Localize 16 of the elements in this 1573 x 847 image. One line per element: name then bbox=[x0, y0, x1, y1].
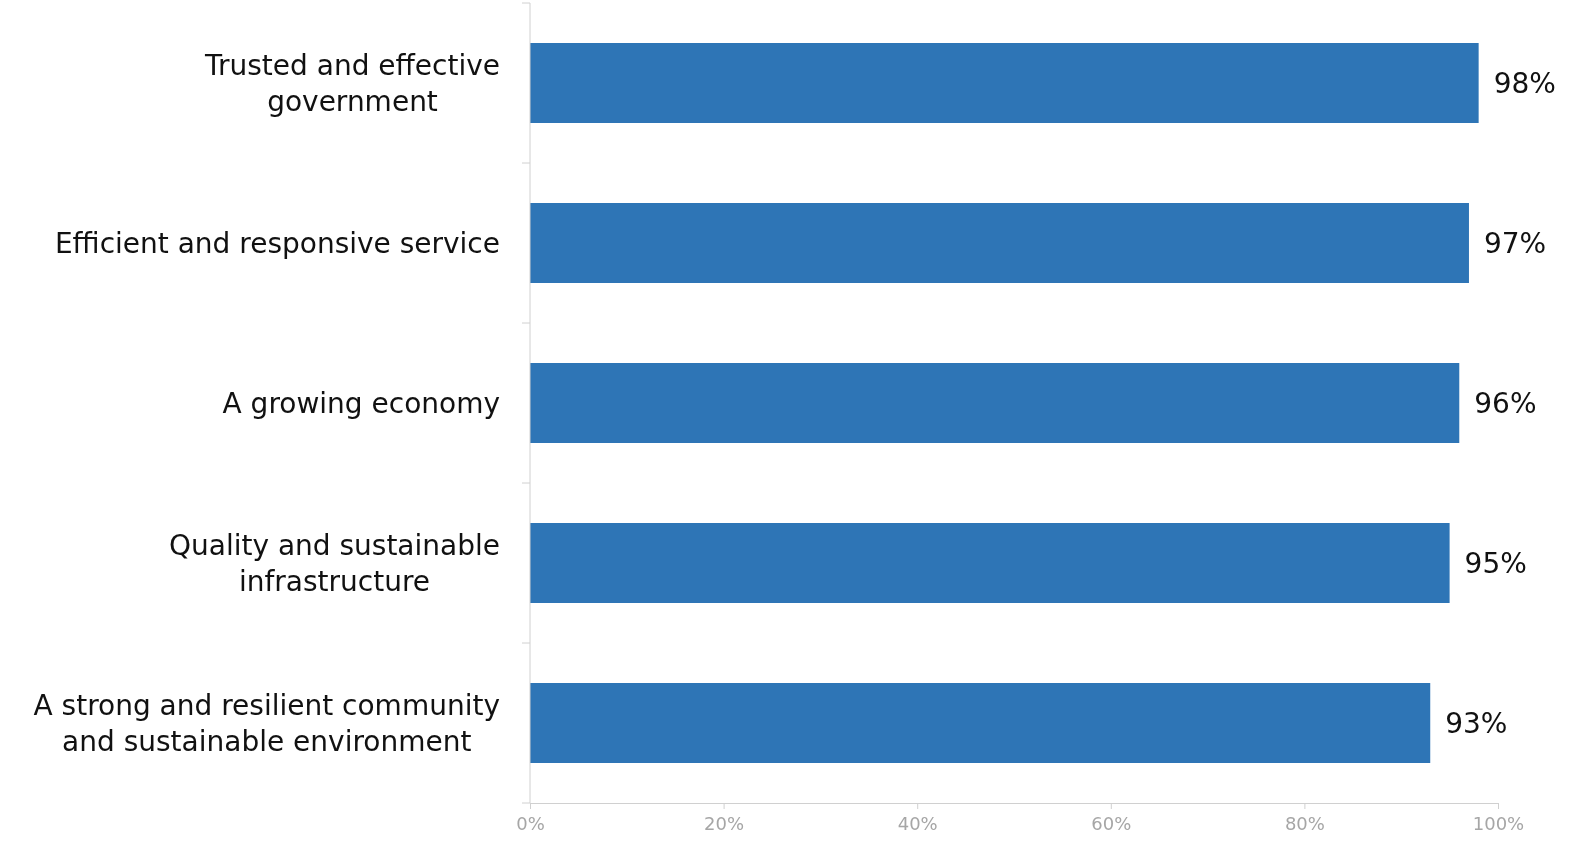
x-tick-label: 60% bbox=[1091, 813, 1132, 834]
x-tick-label: 100% bbox=[1472, 813, 1525, 834]
data-label: 93% bbox=[1445, 706, 1508, 740]
data-label: 97% bbox=[1483, 226, 1547, 260]
data-label: 95% bbox=[1464, 546, 1527, 580]
x-tick-label: 80% bbox=[1284, 813, 1325, 834]
data-label: 98% bbox=[1493, 66, 1556, 100]
x-tick-label: 20% bbox=[704, 813, 745, 834]
y-tick-label: Efficient and responsive service bbox=[54, 226, 500, 260]
y-tick-label: Quality and sustainable infrastructure bbox=[168, 528, 500, 598]
y-tick-label: A strong and resilient community and sustainable environment bbox=[33, 688, 500, 758]
y-tick-label: Trusted and effective government bbox=[204, 48, 500, 118]
x-tick-label: 40% bbox=[897, 813, 938, 834]
x-tick-label: 0% bbox=[516, 813, 545, 834]
y-tick-label: A growing economy bbox=[222, 386, 500, 420]
data-label: 96% bbox=[1474, 386, 1537, 420]
